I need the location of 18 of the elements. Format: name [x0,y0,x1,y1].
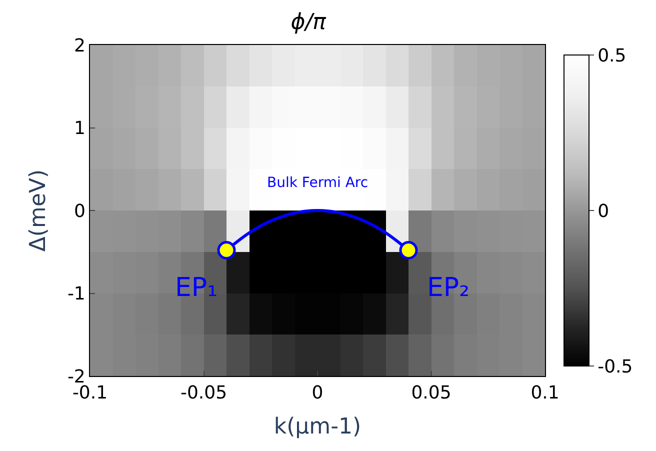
y-tick-label: 2 [74,35,86,56]
annotation: EP₂ [427,273,470,303]
color-bar-label: 0.5 [598,45,626,66]
y-axis-title: Δ(meV) [26,169,52,252]
color-bar-label: -0.5 [598,356,633,378]
color-bar-label: 0 [598,200,610,222]
x-tick-label: 0.1 [530,382,560,404]
y-tick-label: -1 [67,284,86,305]
chart-title: ϕ/π [290,10,327,35]
annotation: Bulk Fermi Arc [267,175,368,191]
x-tick-label: -0.05 [180,382,228,404]
x-axis-title: k(μm-1) [274,414,362,440]
x-tick-label: 0 [312,382,324,404]
annotation: EP₁ [175,273,218,303]
x-tick-label: 0.05 [411,382,452,404]
y-tick-label: 1 [74,118,86,140]
y-tick-label: 0 [74,200,86,222]
x-tick-label: -0.1 [72,382,108,404]
